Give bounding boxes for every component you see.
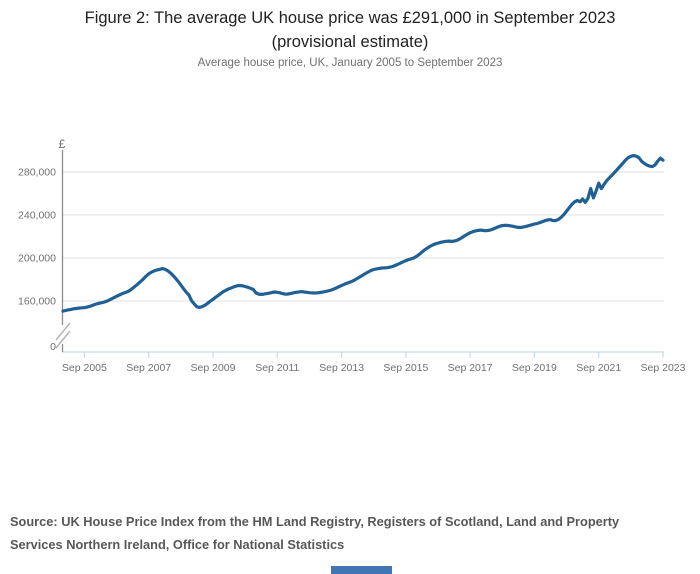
x-tick-label: Sep 2017 bbox=[448, 362, 493, 374]
chart-title-line1: Figure 2: The average UK house price was… bbox=[84, 9, 616, 27]
x-tick-label: Sep 2013 bbox=[319, 362, 364, 374]
x-tick-label: Sep 2007 bbox=[126, 362, 171, 374]
y-tick-label: 280,000 bbox=[18, 167, 56, 179]
price-line-series bbox=[61, 154, 665, 313]
y-tick-label: 200,000 bbox=[18, 253, 56, 265]
x-tick-label: Sep 2011 bbox=[255, 362, 299, 374]
x-tick-label: Sep 2015 bbox=[383, 362, 428, 374]
x-tick-label: Sep 2005 bbox=[62, 362, 107, 374]
axis-break-mark bbox=[55, 330, 71, 349]
x-tick-label: Sep 2023 bbox=[641, 362, 686, 374]
chart-title-line2: (provisional estimate) bbox=[271, 33, 429, 51]
x-tick-label: Sep 2009 bbox=[191, 362, 236, 374]
axis-break-mark bbox=[55, 322, 71, 341]
chart-title: Figure 2: The average UK house price was… bbox=[20, 6, 680, 54]
y-tick-label: 0 bbox=[50, 341, 56, 353]
x-tick-label: Sep 2021 bbox=[576, 362, 621, 374]
y-tick-label: 240,000 bbox=[18, 210, 56, 222]
y-axis-unit-label: £ bbox=[59, 137, 66, 151]
x-tick-label: Sep 2019 bbox=[512, 362, 557, 374]
source-note: Source: UK House Price Index from the HM… bbox=[10, 514, 620, 552]
chart-subtitle: Average house price, UK, January 2005 to… bbox=[197, 57, 503, 69]
bottom-accent-bar bbox=[331, 566, 392, 574]
y-tick-label: 160,000 bbox=[18, 296, 56, 308]
